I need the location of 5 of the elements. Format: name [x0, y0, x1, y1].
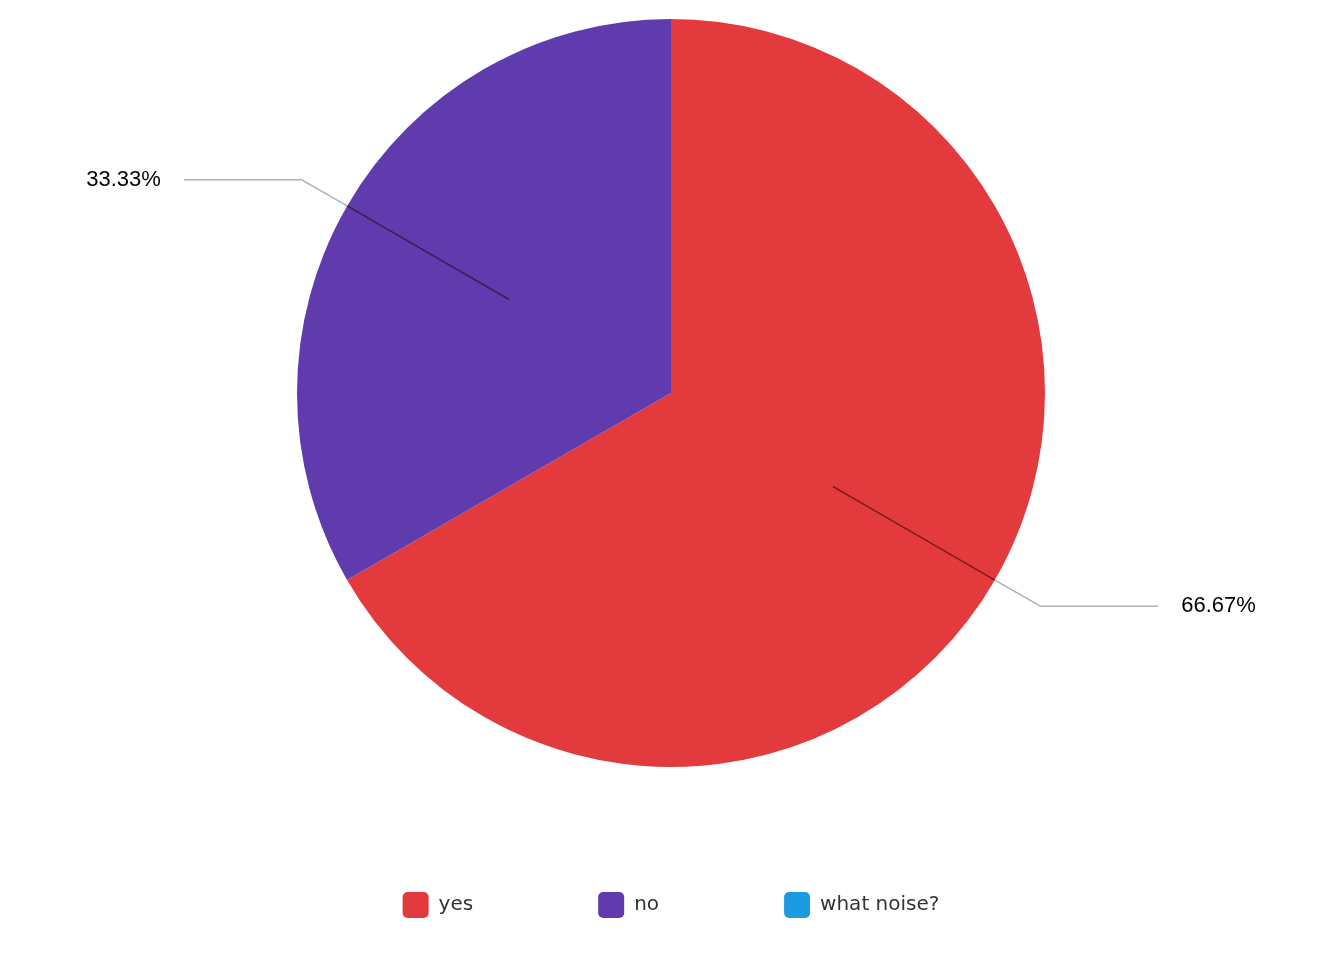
- legend-label: yes: [438, 891, 474, 916]
- data-label: 33.33%: [86, 165, 161, 191]
- data-label: 66.67%: [1181, 592, 1256, 618]
- legend-label: no: [634, 891, 660, 916]
- legend-label: what noise?: [820, 891, 940, 916]
